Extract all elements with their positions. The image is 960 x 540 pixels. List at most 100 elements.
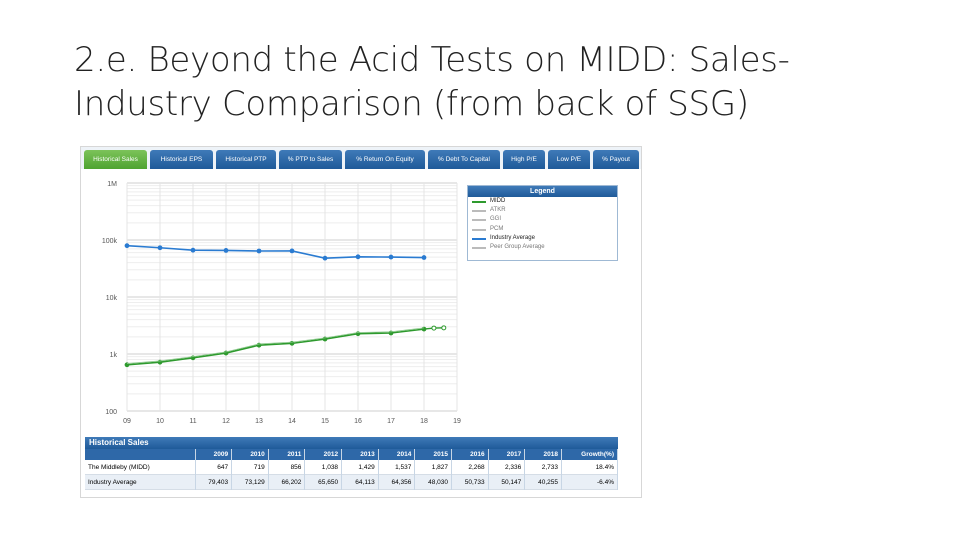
tab-historical-eps[interactable]: Historical EPS — [150, 150, 213, 169]
midd-projected-point — [441, 325, 447, 331]
y-tick-label: 10k — [106, 295, 118, 302]
y-tick-label: 1k — [110, 352, 118, 359]
industry-average-point — [223, 248, 229, 253]
industry-average-point — [157, 245, 163, 251]
legend-item-ggi[interactable]: GGI — [468, 215, 617, 224]
column-header: 2013 — [341, 449, 379, 460]
table-header-row: 2009 2010 2011 2012 2013 2014 2015 2016 … — [85, 449, 618, 460]
legend-item-peer-group-average[interactable]: Peer Group Average — [468, 243, 617, 252]
x-tick-label: 17 — [387, 418, 395, 425]
table-cell: 66,202 — [268, 474, 306, 490]
industry-average-point — [256, 248, 262, 254]
table-row: Industry Average 79,403 73,129 66,202 65… — [85, 474, 618, 490]
table-cell: 64,356 — [378, 474, 416, 490]
tab-payout[interactable]: % Payout — [593, 150, 639, 169]
legend-item-industry-average[interactable]: Industry Average — [468, 234, 617, 243]
y-tick-label: 100 — [105, 409, 117, 416]
column-header: 2018 — [524, 449, 562, 460]
column-header: 2016 — [451, 449, 489, 460]
x-tick-label: 19 — [453, 418, 461, 425]
table-cell: 50,147 — [488, 474, 526, 490]
midd-projected-point — [431, 325, 437, 331]
x-tick-label: 09 — [123, 418, 131, 425]
tab-low-pe[interactable]: Low P/E — [548, 150, 590, 169]
legend-label: GGI — [490, 216, 502, 223]
industry-average-point — [289, 248, 295, 254]
legend-swatch — [472, 228, 486, 231]
table-cell: 79,403 — [195, 474, 233, 490]
table-cell: 18.4% — [561, 460, 618, 475]
x-tick-label: 16 — [354, 418, 362, 425]
legend-label: MIDD — [490, 198, 506, 204]
table-cell: 1,827 — [414, 460, 452, 475]
midd-trend-line — [126, 327, 425, 364]
chart-legend: Legend MIDD ATKR GGI PCM Industry Averag… — [467, 185, 618, 261]
table-cell: -6.4% — [561, 474, 618, 490]
industry-average-line — [126, 244, 425, 259]
table-cell: The Middleby (MIDD) — [85, 460, 196, 475]
legend-swatch — [472, 237, 486, 240]
chart-tab-bar: Historical Sales Historical EPS Historic… — [81, 147, 641, 169]
table-cell: 1,537 — [378, 460, 416, 475]
legend-label: PCM — [490, 225, 504, 232]
table-cell: 40,255 — [524, 474, 562, 490]
historical-sales-table: Historical Sales 2009 2010 2011 2012 201… — [85, 437, 618, 499]
sales-chart: 1M 100k 10k 1k 100 09 10 11 12 13 14 15 16 17 18 19 — [81, 169, 641, 431]
y-tick-label: 1M — [107, 181, 117, 188]
column-header: 2017 — [488, 449, 526, 460]
table-cell: 647 — [195, 460, 233, 475]
table-title: Historical Sales — [85, 437, 618, 449]
table-cell: 2,336 — [488, 460, 526, 475]
ssg-screenshot: Historical Sales Historical EPS Historic… — [80, 146, 642, 498]
x-tick-label: 12 — [222, 418, 230, 425]
midd-point — [355, 331, 361, 337]
tab-historical-ptp[interactable]: Historical PTP — [216, 150, 276, 169]
legend-title: Legend — [468, 186, 617, 197]
tab-return-on-equity[interactable]: % Return On Equity — [345, 150, 425, 169]
table-cell: 73,129 — [231, 474, 269, 490]
column-header: 2009 — [195, 449, 233, 460]
tab-high-pe[interactable]: High P/E — [503, 150, 545, 169]
legend-label: Industry Average — [490, 234, 535, 241]
industry-average-point — [322, 255, 328, 261]
table-cell: 64,113 — [341, 474, 379, 490]
table-cell: 50,733 — [451, 474, 489, 490]
industry-average-point — [190, 247, 196, 253]
legend-item-pcm[interactable]: PCM — [468, 225, 617, 234]
x-tick-label: 18 — [420, 418, 428, 425]
table-cell: 719 — [231, 460, 269, 475]
column-header: 2011 — [268, 449, 306, 460]
column-header: Growth(%) — [561, 449, 618, 460]
legend-label: Peer Group Average — [490, 243, 545, 250]
table-cell: 2,733 — [524, 460, 562, 475]
table-cell: Industry Average — [85, 474, 196, 490]
column-header: 2014 — [378, 449, 416, 460]
column-header: 2015 — [414, 449, 452, 460]
table-cell: 1,038 — [304, 460, 343, 475]
legend-swatch — [472, 201, 486, 203]
legend-swatch — [472, 210, 486, 213]
slide-title: 2.e. Beyond the Acid Tests on MIDD: Sale… — [74, 40, 790, 124]
table-cell: 1,429 — [341, 460, 379, 475]
x-tick-label: 11 — [189, 418, 196, 425]
table-cell: 48,030 — [414, 474, 452, 490]
column-header: 2010 — [231, 449, 269, 460]
legend-item-atkr[interactable]: ATKR — [468, 206, 617, 215]
tab-debt-to-capital[interactable]: % Debt To Capital — [428, 150, 500, 169]
sales-data-table: 2009 2010 2011 2012 2013 2014 2015 2016 … — [85, 449, 618, 490]
legend-swatch — [472, 219, 486, 222]
tab-ptp-to-sales[interactable]: % PTP to Sales — [279, 150, 342, 169]
y-tick-label: 100k — [102, 238, 118, 245]
legend-item-midd[interactable]: MIDD — [468, 197, 617, 206]
tab-historical-sales[interactable]: Historical Sales — [84, 150, 147, 169]
industry-average-point — [355, 254, 361, 260]
x-tick-label: 15 — [321, 418, 329, 425]
industry-average-point — [421, 255, 427, 260]
table-cell: 856 — [268, 460, 306, 475]
table-cell: 2,268 — [451, 460, 489, 475]
industry-average-point — [388, 254, 394, 260]
table-row: The Middleby (MIDD) 647 719 856 1,038 1,… — [85, 460, 618, 475]
x-tick-label: 10 — [156, 418, 164, 425]
sales-line-chart: 1M 100k 10k 1k 100 09 10 11 12 13 14 15 16 17 18 19 — [102, 181, 461, 425]
industry-average-point — [124, 243, 130, 249]
